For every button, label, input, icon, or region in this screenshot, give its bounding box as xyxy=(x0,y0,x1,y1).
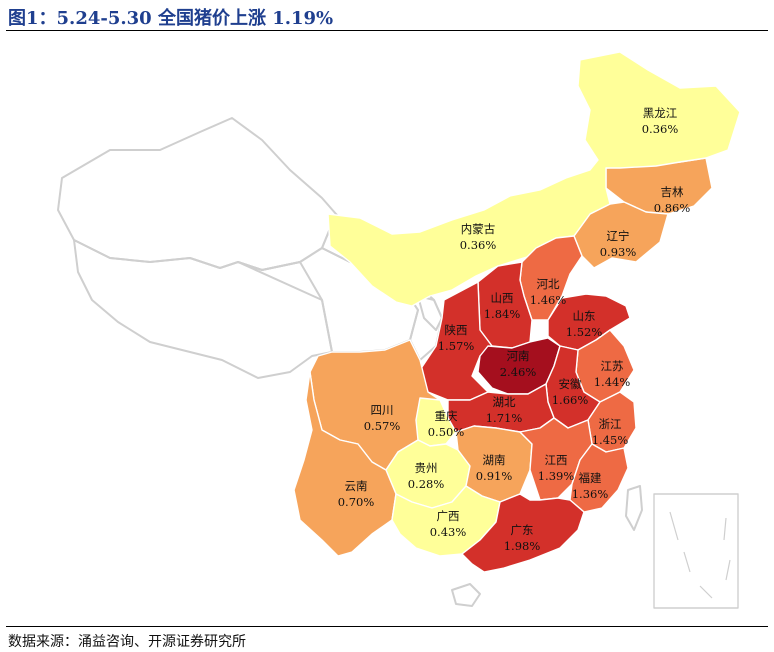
province-name-anhui: 安徽 xyxy=(559,377,582,391)
province-name-sichuan: 四川 xyxy=(371,403,394,417)
province-guangdong xyxy=(461,493,585,573)
province-value-fujian: 1.36% xyxy=(572,487,609,501)
province-yunnan xyxy=(293,371,397,557)
south-china-sea-dashes xyxy=(669,511,731,599)
figure-title: 图1：5.24-5.30 全国猪价上涨 1.19% xyxy=(8,8,334,29)
source-note: 数据来源：涌益咨询、开源证券研究所 xyxy=(8,634,246,650)
xinjiang-outline xyxy=(57,117,337,271)
province-value-heilongjiang: 0.36% xyxy=(642,122,679,136)
province-value-guizhou: 0.28% xyxy=(408,477,445,491)
province-name-yunnan: 云南 xyxy=(345,479,368,493)
province-name-liaoning: 辽宁 xyxy=(607,229,630,243)
province-value-chongqing: 0.50% xyxy=(428,425,465,439)
province-value-hunan: 0.91% xyxy=(476,469,513,483)
province-value-shaanxi: 1.57% xyxy=(438,339,475,353)
province-value-sichuan: 0.57% xyxy=(364,419,401,433)
province-name-hunan: 湖南 xyxy=(483,453,506,467)
province-name-hebei: 河北 xyxy=(537,277,560,291)
ningxia-outline xyxy=(417,295,443,331)
province-name-guangdong: 广东 xyxy=(511,523,534,537)
taiwan-outline xyxy=(625,485,643,531)
south-china-sea-inset xyxy=(653,493,739,609)
province-name-jiangsu: 江苏 xyxy=(601,359,624,373)
province-value-jiangxi: 1.39% xyxy=(538,469,575,483)
source-divider xyxy=(6,626,768,627)
province-value-neimenggu: 0.36% xyxy=(460,238,497,252)
province-value-anhui: 1.66% xyxy=(552,393,589,407)
title-divider xyxy=(6,30,768,31)
province-name-shandong: 山东 xyxy=(573,309,596,323)
province-name-henan: 河南 xyxy=(507,349,530,363)
province-name-shaanxi: 陕西 xyxy=(445,323,468,337)
province-name-zhejiang: 浙江 xyxy=(599,417,622,431)
province-name-hubei: 湖北 xyxy=(493,395,516,409)
province-name-chongqing: 重庆 xyxy=(435,409,458,423)
province-name-fujian: 福建 xyxy=(579,471,602,485)
province-fujian xyxy=(569,443,629,513)
province-value-shandong: 1.52% xyxy=(566,325,603,339)
province-value-jiangsu: 1.44% xyxy=(594,375,631,389)
province-value-zhejiang: 1.45% xyxy=(592,433,629,447)
hainan-outline xyxy=(451,583,481,607)
xizang-outline xyxy=(73,239,333,379)
province-value-hebei: 1.46% xyxy=(530,293,567,307)
province-name-jilin: 吉林 xyxy=(661,185,684,199)
label-layer: 黑龙江 0.36% 吉林 0.86% 辽宁 0.93% 内蒙古 0.36% 河北 1.46% 山西 1… xyxy=(338,106,691,553)
province-name-shanxi: 山西 xyxy=(491,291,514,305)
province-name-guangxi: 广西 xyxy=(437,509,460,523)
province-value-jilin: 0.86% xyxy=(654,201,691,215)
province-layer xyxy=(293,51,741,573)
province-name-jiangxi: 江西 xyxy=(545,453,568,467)
province-value-liaoning: 0.93% xyxy=(600,245,637,259)
province-value-hubei: 1.71% xyxy=(486,411,523,425)
province-name-guizhou: 贵州 xyxy=(415,461,438,475)
province-value-shanxi: 1.84% xyxy=(484,307,521,321)
province-value-guangdong: 1.98% xyxy=(504,539,541,553)
province-value-guangxi: 0.43% xyxy=(430,525,467,539)
province-name-neimenggu: 内蒙古 xyxy=(461,222,496,236)
province-neimenggu xyxy=(327,51,741,307)
province-value-yunnan: 0.70% xyxy=(338,495,375,509)
province-name-heilongjiang: 黑龙江 xyxy=(643,106,678,120)
province-value-henan: 2.46% xyxy=(500,365,537,379)
